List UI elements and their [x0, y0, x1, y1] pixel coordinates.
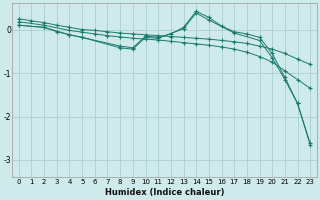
X-axis label: Humidex (Indice chaleur): Humidex (Indice chaleur)	[105, 188, 224, 197]
